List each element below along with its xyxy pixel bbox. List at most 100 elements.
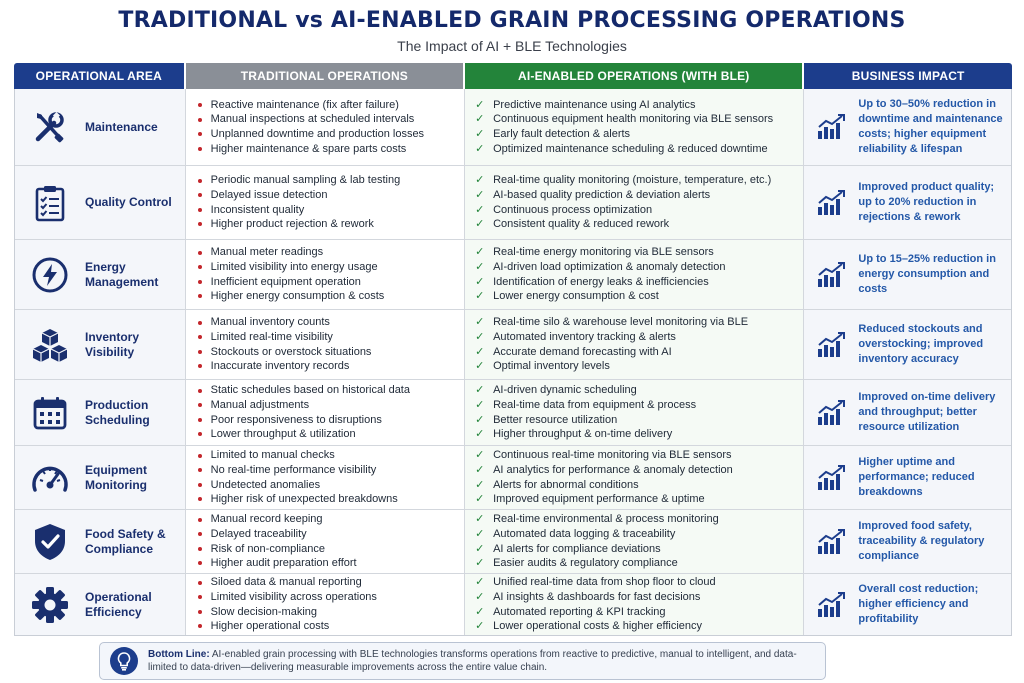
ai-item: Improved equipment performance & uptime (475, 492, 795, 507)
trend-chart-icon (804, 331, 858, 358)
trend-chart-icon (804, 591, 858, 618)
header-business-impact: BUSINESS IMPACT (804, 63, 1012, 89)
ai-item: Accurate demand forecasting with AI (475, 345, 795, 360)
trend-chart-icon (804, 261, 858, 288)
ai-cell: AI-driven dynamic schedulingReal-time da… (465, 380, 805, 445)
header-ai-enabled: AI-ENABLED OPERATIONS (WITH BLE) (465, 63, 803, 89)
ai-item: AI-based quality prediction & deviation … (475, 188, 795, 203)
ai-item: Easier audits & regulatory compliance (475, 556, 795, 571)
ai-item: AI analytics for performance & anomaly d… (475, 463, 795, 478)
area-cell-inventory-visibility: Inventory Visibility (15, 310, 186, 379)
ai-cell: Real-time quality monitoring (moisture, … (465, 166, 805, 239)
area-cell-maintenance: Maintenance (15, 89, 186, 165)
table-body: Maintenance Reactive maintenance (fix af… (14, 89, 1012, 636)
traditional-cell: Manual record keeping Delayed traceabilit… (185, 510, 466, 573)
page-title: TRADITIONAL vs AI-ENABLED GRAIN PROCESSI… (118, 8, 906, 33)
area-label: Equipment Monitoring (85, 462, 147, 492)
ai-item: Early fault detection & alerts (475, 127, 795, 142)
table-row: Production Scheduling Static schedules b… (15, 379, 1011, 445)
table-row: Quality Control Periodic manual sampling… (15, 165, 1011, 239)
traditional-item: Static schedules based on historical dat… (198, 383, 456, 398)
traditional-item: Risk of non-compliance (198, 542, 456, 557)
impact-text: Up to 15–25% reduction in energy consump… (858, 253, 996, 295)
traditional-item: Higher product rejection & rework (198, 217, 456, 232)
impact-text: Overall cost reduction; higher efficienc… (858, 583, 979, 625)
impact-text: Improved on-time delivery and throughput… (858, 391, 996, 433)
table-row: Equipment Monitoring Limited to manual c… (15, 445, 1011, 509)
impact-text: Reduced stockouts and overstocking; impr… (858, 323, 984, 365)
table-row: Maintenance Reactive maintenance (fix af… (15, 89, 1011, 165)
ai-cell: Real-time environmental & process monito… (465, 510, 805, 573)
traditional-item: Higher risk of unexpected breakdowns (198, 492, 456, 507)
table-row: Energy Management Manual meter readings L… (15, 239, 1011, 309)
traditional-item: No real-time performance visibility (198, 463, 456, 478)
traditional-item: Periodic manual sampling & lab testing (198, 173, 456, 188)
traditional-item: Poor responsiveness to disruptions (198, 413, 456, 428)
trend-chart-icon (804, 399, 858, 426)
page-subtitle: The Impact of AI + BLE Technologies (397, 38, 627, 54)
traditional-item: Undetected anomalies (198, 478, 456, 493)
stacked-boxes-icon (15, 321, 85, 369)
area-cell-quality-control: Quality Control (15, 166, 186, 239)
ai-item: AI-driven load optimization & anomaly de… (475, 260, 795, 275)
area-cell-food-safety-compliance: Food Safety & Compliance (15, 510, 186, 573)
area-label: Production Scheduling (85, 397, 150, 427)
traditional-item: Delayed issue detection (198, 188, 456, 203)
ai-item: Automated reporting & KPI tracking (475, 605, 795, 620)
gear-icon (15, 581, 85, 629)
impact-cell: Improved food safety, traceability & reg… (804, 510, 1011, 573)
ai-item: Automated data logging & traceability (475, 527, 795, 542)
traditional-cell: Siloed data & manual reporting Limited vi… (185, 574, 466, 635)
traditional-item: Manual meter readings (198, 245, 456, 260)
ai-cell: Real-time silo & warehouse level monitor… (465, 310, 805, 379)
table-header: OPERATIONAL AREA TRADITIONAL OPERATIONS … (14, 63, 1012, 89)
ai-item: Alerts for abnormal conditions (475, 478, 795, 493)
header-traditional: TRADITIONAL OPERATIONS (185, 63, 464, 89)
ai-item: Automated inventory tracking & alerts (475, 330, 795, 345)
traditional-cell: Reactive maintenance (fix after failure)… (185, 89, 466, 165)
table-row: Inventory Visibility Manual inventory co… (15, 309, 1011, 379)
ai-item: Optimal inventory levels (475, 359, 795, 374)
traditional-item: Limited to manual checks (198, 448, 456, 463)
ai-item: Real-time energy monitoring via BLE sens… (475, 245, 795, 260)
trend-chart-icon (804, 189, 858, 216)
traditional-item: Limited visibility into energy usage (198, 260, 456, 275)
impact-text: Higher uptime and performance; reduced b… (858, 456, 975, 498)
ai-item: Real-time silo & warehouse level monitor… (475, 315, 795, 330)
ai-item: Lower operational costs & higher efficie… (475, 619, 795, 634)
lightbulb-icon (100, 646, 148, 676)
bottom-line-label: Bottom Line: (148, 649, 210, 660)
gauge-icon (15, 454, 85, 502)
traditional-cell: Manual meter readings Limited visibility … (185, 240, 466, 309)
impact-cell: Up to 30–50% reduction in downtime and m… (804, 89, 1011, 165)
ai-item: Higher throughput & on-time delivery (475, 427, 795, 442)
traditional-item: Stockouts or overstock situations (198, 345, 456, 360)
traditional-item: Higher maintenance & spare parts costs (198, 142, 456, 157)
area-label: Inventory Visibility (85, 329, 140, 359)
impact-cell: Improved product quality; up to 20% redu… (804, 166, 1011, 239)
ai-item: Continuous equipment health monitoring v… (475, 112, 795, 127)
area-cell-energy-management: Energy Management (15, 240, 186, 309)
impact-cell: Overall cost reduction; higher efficienc… (804, 574, 1011, 635)
area-label: Maintenance (85, 119, 158, 134)
bottom-line-text: AI-enabled grain processing with BLE tec… (148, 649, 797, 673)
traditional-item: Manual inspections at scheduled interval… (198, 112, 456, 127)
ai-item: Optimized maintenance scheduling & reduc… (475, 142, 795, 157)
impact-cell: Reduced stockouts and overstocking; impr… (804, 310, 1011, 379)
ai-item: Predictive maintenance using AI analytic… (475, 98, 795, 113)
ai-item: Better resource utilization (475, 413, 795, 428)
ai-item: Unified real-time data from shop floor t… (475, 575, 795, 590)
wrench-screwdriver-icon (15, 103, 85, 151)
traditional-item: Inconsistent quality (198, 203, 456, 218)
traditional-item: Delayed traceability (198, 527, 456, 542)
impact-text: Improved food safety, traceability & reg… (858, 520, 985, 562)
impact-text: Up to 30–50% reduction in downtime and m… (858, 98, 1003, 155)
traditional-item: Manual inventory counts (198, 315, 456, 330)
shield-check-icon (15, 518, 85, 566)
area-cell-equipment-monitoring: Equipment Monitoring (15, 446, 186, 509)
trend-chart-icon (804, 114, 858, 140)
traditional-cell: Manual inventory counts Limited real-time… (185, 310, 466, 379)
impact-cell: Higher uptime and performance; reduced b… (804, 446, 1011, 509)
traditional-item: Manual adjustments (198, 398, 456, 413)
impact-cell: Improved on-time delivery and throughput… (804, 380, 1011, 445)
